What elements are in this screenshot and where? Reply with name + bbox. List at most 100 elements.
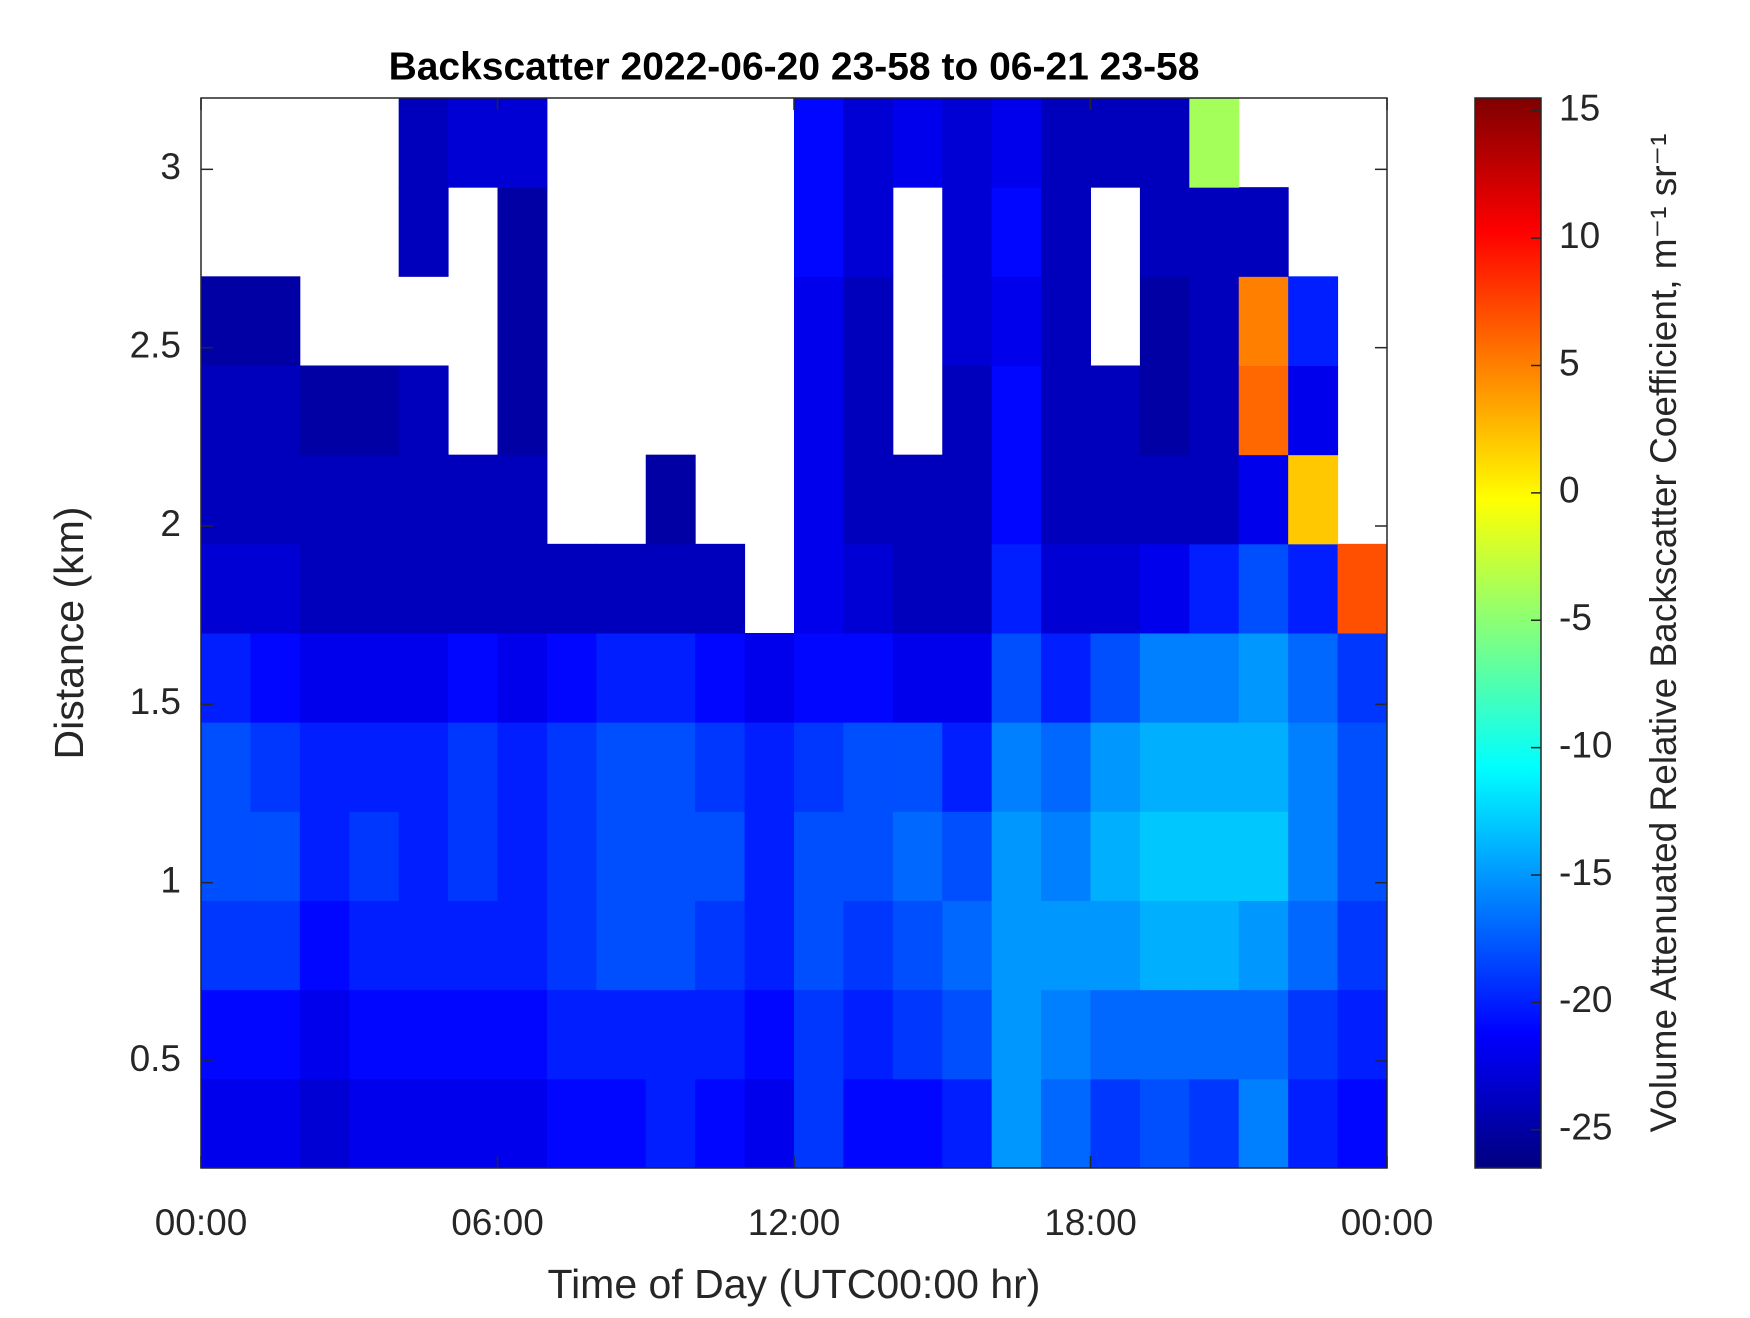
heatmap-cell (843, 98, 894, 188)
heatmap-cell (1337, 811, 1388, 901)
heatmap-cell (1288, 543, 1339, 634)
heatmap-cell (497, 1078, 548, 1169)
heatmap-cell (250, 454, 301, 545)
x-axis-label: Time of Day (UTC00:00 hr) (548, 1261, 1041, 1307)
heatmap-cell (1090, 454, 1141, 545)
heatmap-cell (546, 989, 597, 1080)
heatmap-cell (892, 722, 943, 812)
colorbar-label: Volume Attenuated Relative Backscatter C… (1643, 134, 1684, 1133)
heatmap-cell (843, 276, 894, 366)
y-axis-label: Distance (km) (46, 507, 92, 760)
heatmap-cell (1090, 811, 1141, 901)
heatmap-cell (1288, 633, 1339, 723)
heatmap-cell (497, 276, 548, 366)
heatmap-cell (546, 722, 597, 812)
heatmap-cell (843, 722, 894, 812)
heatmap-cell (1288, 454, 1339, 545)
heatmap-cell (596, 1078, 647, 1169)
heatmap-cell (299, 722, 350, 812)
heatmap-cell (645, 811, 696, 901)
heatmap-cell (892, 454, 943, 545)
heatmap-cell (794, 633, 844, 723)
heatmap-cell (201, 276, 251, 366)
y-tick-label: 3 (160, 146, 181, 187)
heatmap-cell (448, 633, 498, 723)
heatmap-cell (1139, 365, 1190, 456)
heatmap-cell (497, 98, 548, 188)
heatmap-cell (892, 811, 943, 901)
heatmap-cell (991, 722, 1042, 812)
heatmap-cell (794, 811, 844, 901)
heatmap-cell (596, 989, 647, 1080)
heatmap-cell (349, 1078, 400, 1169)
heatmap-cell (299, 365, 350, 456)
heatmap-cell (299, 1078, 350, 1169)
heatmap-cell (201, 722, 251, 812)
heatmap-cell (250, 633, 301, 723)
heatmap-cell (299, 633, 350, 723)
heatmap-cell (448, 989, 498, 1080)
heatmap-cell (1288, 900, 1339, 991)
heatmap-cell (1041, 900, 1091, 991)
heatmap-cell (1189, 722, 1240, 812)
heatmap-cell (250, 543, 301, 634)
heatmap-cell (250, 722, 301, 812)
heatmap-cell (991, 98, 1042, 188)
heatmap-cell (349, 811, 400, 901)
heatmap-cell (299, 900, 350, 991)
heatmap-cell (497, 365, 548, 456)
heatmap-cell (596, 811, 647, 901)
heatmap-cell (201, 365, 251, 456)
heatmap-cell (1337, 633, 1388, 723)
heatmap-cell (892, 989, 943, 1080)
colorbar-tick-label: -15 (1559, 852, 1612, 893)
heatmap-cell (497, 543, 548, 634)
heatmap-cell (1139, 543, 1190, 634)
heatmap-cell (1189, 1078, 1240, 1169)
heatmap-cell (448, 454, 498, 545)
y-tick-label: 2 (160, 503, 181, 544)
heatmap-cell (398, 543, 449, 634)
heatmap-cell (596, 543, 647, 634)
heatmap-cell (645, 454, 696, 545)
heatmap-cell (892, 633, 943, 723)
heatmap-cell (546, 633, 597, 723)
heatmap-cell (398, 722, 449, 812)
heatmap-cell (1090, 722, 1141, 812)
heatmap-cell (1238, 365, 1289, 456)
heatmap-cell (1189, 276, 1240, 366)
heatmap-cell (398, 900, 449, 991)
heatmap-cell (1189, 187, 1240, 277)
heatmap-cell (1189, 811, 1240, 901)
heatmap-cell (398, 98, 449, 188)
heatmap-cell (1041, 722, 1091, 812)
heatmap-cell (1238, 811, 1289, 901)
heatmap-cell (695, 989, 746, 1080)
colorbar-tick-label: -25 (1559, 1107, 1612, 1148)
heatmap-cell (1288, 276, 1339, 366)
heatmap-cell (1189, 454, 1240, 545)
colorbar (1474, 97, 1542, 1169)
heatmap-cell (991, 365, 1042, 456)
heatmap-cell (448, 900, 498, 991)
y-tick-label: 1.5 (130, 681, 181, 722)
heatmap-cell (942, 811, 993, 901)
heatmap-cell (250, 989, 301, 1080)
colorbar-tick-label: -10 (1559, 724, 1612, 765)
heatmap-cell (892, 900, 943, 991)
colorbar-tick-label: 10 (1559, 215, 1600, 256)
heatmap-cell (1238, 187, 1289, 277)
heatmap-cell (942, 98, 993, 188)
heatmap-cell (645, 900, 696, 991)
heatmap-cell (1288, 989, 1339, 1080)
heatmap-cell (794, 543, 844, 634)
heatmap-cell (1090, 1078, 1141, 1169)
heatmap-cell (596, 900, 647, 991)
heatmap-cell (497, 454, 548, 545)
heatmap-cell (1041, 633, 1091, 723)
heatmap-cell (1139, 276, 1190, 366)
heatmap-cell (250, 365, 301, 456)
heatmap-cell (299, 454, 350, 545)
heatmap-cell (892, 543, 943, 634)
